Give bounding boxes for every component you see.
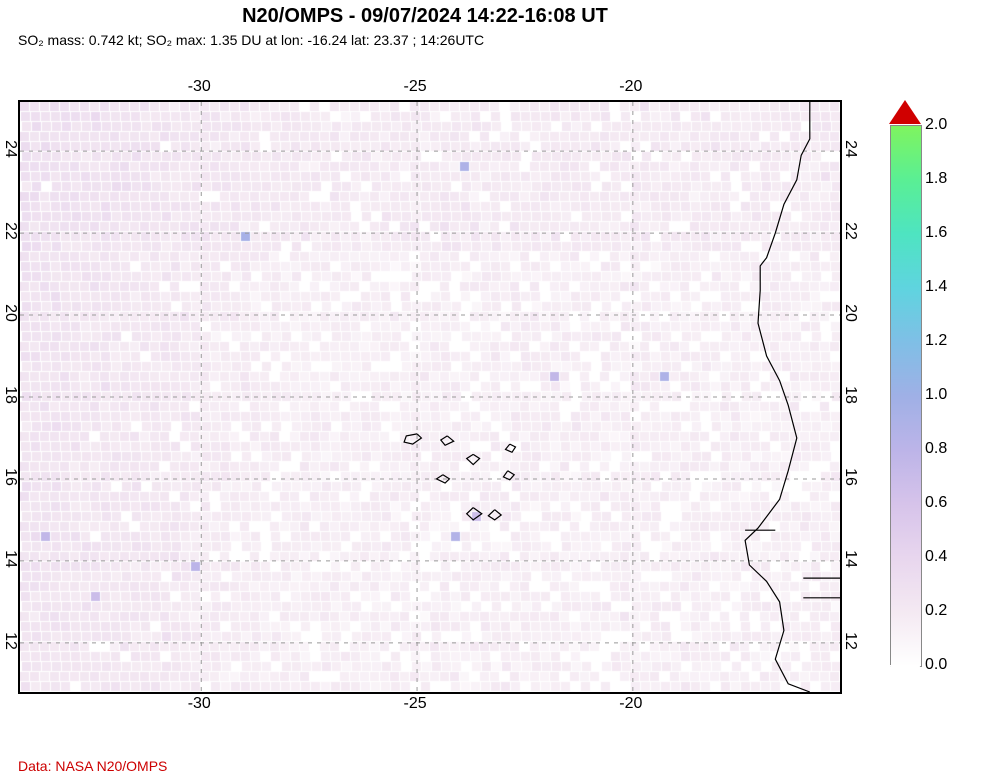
chart-title: N20/OMPS - 09/07/2024 14:22-16:08 UT: [0, 5, 850, 28]
colorbar-tick-label: 1.2: [925, 332, 947, 350]
chart-subtitle: SO₂ mass: 0.742 kt; SO₂ max: 1.35 DU at …: [18, 32, 484, 48]
x-tick-label: -20: [619, 695, 642, 713]
y-tick-label: 18: [1, 386, 19, 404]
colorbar-tick-label: 0.2: [925, 602, 947, 620]
x-tick-label: -25: [403, 78, 426, 96]
colorbar-tick-label: 1.0: [925, 386, 947, 404]
y-tick-label: 14: [1, 550, 19, 568]
colorbar-over-triangle: [889, 100, 921, 124]
colorbar-tick-label: 1.8: [925, 170, 947, 188]
x-tick-label: -30: [188, 695, 211, 713]
y-tick-label: 20: [1, 304, 19, 322]
x-tick-label: -30: [188, 78, 211, 96]
y-tick-label: 16: [841, 468, 859, 486]
colorbar-tick-label: 0.0: [925, 656, 947, 674]
y-tick-label: 14: [841, 550, 859, 568]
x-tick-label: -25: [403, 695, 426, 713]
y-tick-label: 24: [841, 140, 859, 158]
colorbar: 0.00.20.40.60.81.01.21.41.61.82.0 SO₂ co…: [890, 100, 980, 690]
colorbar-under-triangle: [889, 665, 921, 689]
colorbar-tick-label: 0.8: [925, 440, 947, 458]
y-tick-label: 12: [841, 632, 859, 650]
y-tick-label: 22: [841, 222, 859, 240]
colorbar-tick-label: 0.6: [925, 494, 947, 512]
map-plot: [18, 100, 842, 694]
y-tick-label: 24: [1, 140, 19, 158]
colorbar-gradient: [890, 125, 922, 667]
colorbar-tick-label: 1.4: [925, 278, 947, 296]
y-tick-label: 12: [1, 632, 19, 650]
colorbar-tick-label: 0.4: [925, 548, 947, 566]
colorbar-tick-label: 1.6: [925, 224, 947, 242]
data-attribution: Data: NASA N20/OMPS: [18, 758, 167, 774]
grid-layer: [20, 102, 840, 692]
y-tick-label: 22: [1, 222, 19, 240]
y-tick-label: 16: [1, 468, 19, 486]
y-tick-label: 18: [841, 386, 859, 404]
x-tick-label: -20: [619, 78, 642, 96]
y-tick-label: 20: [841, 304, 859, 322]
colorbar-tick-label: 2.0: [925, 116, 947, 134]
